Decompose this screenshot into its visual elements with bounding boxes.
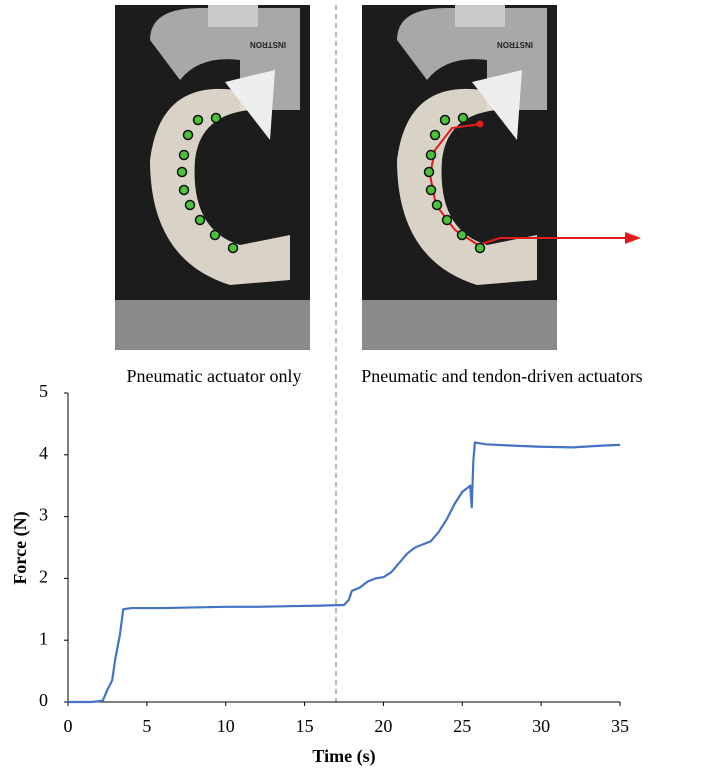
y-tick-label: 3 xyxy=(39,505,48,525)
photo-label: INSTRON xyxy=(250,40,286,49)
x-tick-label: 0 xyxy=(64,716,73,736)
y-tick-label: 2 xyxy=(39,567,48,587)
y-tick-label: 0 xyxy=(39,690,48,710)
data-line xyxy=(68,441,621,704)
marker-dot xyxy=(176,166,188,178)
x-tick-label: 5 xyxy=(142,716,151,736)
marker-dot xyxy=(439,114,451,126)
y-tick-label: 5 xyxy=(39,381,48,401)
x-tick-label: 25 xyxy=(453,716,471,736)
marker-dot xyxy=(425,149,437,161)
marker-dot xyxy=(227,242,239,254)
marker-dot xyxy=(178,184,190,196)
marker-dot xyxy=(184,199,196,211)
marker-dot xyxy=(474,242,486,254)
annotation: Pneumatic actuator only xyxy=(127,366,302,386)
marker-dot xyxy=(429,129,441,141)
marker-dot xyxy=(456,229,468,241)
marker-dot xyxy=(192,114,204,126)
arrow-head xyxy=(625,232,641,244)
base-rail xyxy=(115,300,310,350)
x-axis-title: Time (s) xyxy=(312,746,375,767)
markers xyxy=(423,112,486,254)
marker-dot xyxy=(457,112,469,124)
x-tick-label: 35 xyxy=(611,716,629,736)
tendon-anchor xyxy=(476,120,484,128)
x-tick-label: 20 xyxy=(374,716,392,736)
x-tick-label: 30 xyxy=(532,716,550,736)
x-tick-label: 15 xyxy=(296,716,314,736)
photo-tendon: INSTRON xyxy=(362,5,641,350)
y-axis-title: Force (N) xyxy=(10,511,31,584)
load-cell xyxy=(208,5,258,27)
tip xyxy=(225,70,275,140)
marker-dot xyxy=(423,166,435,178)
y-tick-label: 4 xyxy=(39,443,48,463)
base-rail xyxy=(362,300,557,350)
x-tick-label: 10 xyxy=(217,716,235,736)
marker-dot xyxy=(194,214,206,226)
load-cell xyxy=(455,5,505,27)
marker-dot xyxy=(209,229,221,241)
photo-label: INSTRON xyxy=(497,40,533,49)
marker-dot xyxy=(182,129,194,141)
marker-dot xyxy=(425,184,437,196)
photo-pneumatic: INSTRON xyxy=(115,5,310,350)
marker-dot xyxy=(210,112,222,124)
marker-dot xyxy=(178,149,190,161)
tip xyxy=(472,70,522,140)
marker-dot xyxy=(441,214,453,226)
y-tick-label: 1 xyxy=(39,628,48,648)
annotation: Pneumatic and tendon-driven actuators xyxy=(361,366,642,386)
markers xyxy=(176,112,239,254)
marker-dot xyxy=(431,199,443,211)
